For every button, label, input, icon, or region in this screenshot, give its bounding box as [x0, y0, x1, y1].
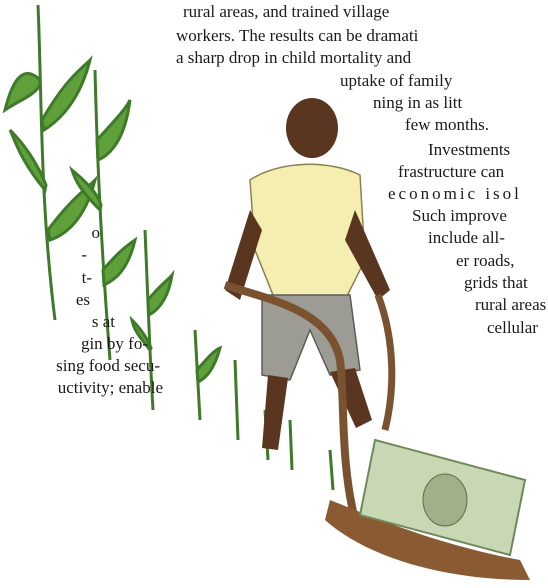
text-line: sing food secu- [56, 356, 160, 375]
farmer-illustration [225, 98, 392, 520]
page-canvas: o - t- es s at gin by fo- sing food secu… [0, 0, 548, 588]
page: {"left_column": {"lines": ["o", "-", "t-… [0, 0, 548, 588]
text-line: a sharp drop in child mortality and [176, 48, 412, 67]
text-line: frastructure can [398, 162, 505, 181]
text-line: uptake of family [340, 71, 453, 90]
text-line: ning in as litt [373, 93, 463, 112]
text-line: Such improve [412, 206, 507, 225]
text-line: few months. [405, 115, 489, 134]
text-line: t- [82, 268, 93, 287]
text-line: o [92, 223, 101, 242]
text-line: include all- [428, 228, 505, 247]
text-line: es [76, 290, 90, 309]
text-line: rural areas [475, 295, 546, 314]
text-line: gin by fo- [81, 334, 148, 353]
text-line: workers. The results can be dramati [176, 26, 419, 45]
text-line: er roads, [456, 251, 515, 270]
text-line: grids that [464, 273, 528, 292]
text-line: cellular [487, 318, 538, 337]
text-line: uctivity; enable [58, 378, 163, 397]
text-line: economic isol [388, 184, 522, 203]
text-line: rural areas, and trained village [183, 2, 389, 21]
text-line: s at [92, 312, 115, 331]
text-line: - [81, 245, 87, 264]
text-line: Investments [428, 140, 510, 159]
